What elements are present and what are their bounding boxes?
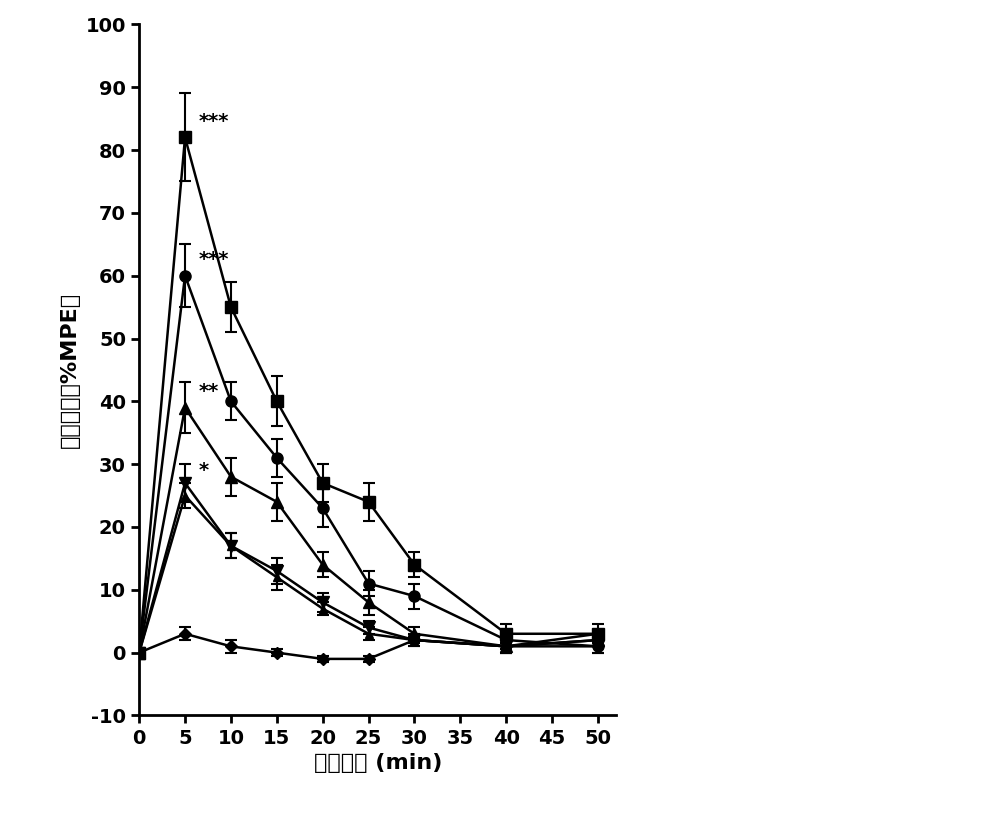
X-axis label: 测量时间 (min): 测量时间 (min) [313, 753, 442, 773]
Text: *: * [199, 461, 209, 480]
Text: **: ** [199, 382, 219, 402]
Y-axis label: 镇痛活性（%MPE）: 镇痛活性（%MPE） [60, 292, 81, 448]
Text: ***: *** [199, 112, 230, 131]
Text: ***: *** [199, 250, 230, 269]
